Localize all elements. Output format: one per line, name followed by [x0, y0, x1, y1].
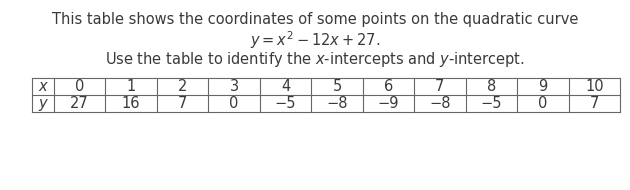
Text: −8: −8 [429, 96, 450, 111]
Text: 8: 8 [487, 79, 496, 94]
Text: Use the table to identify the $x$-intercepts and $y$-intercept.: Use the table to identify the $x$-interc… [105, 50, 525, 69]
Text: 9: 9 [538, 79, 547, 94]
Text: $y = x^2 - 12x + 27.$: $y = x^2 - 12x + 27.$ [250, 29, 380, 51]
Text: 7: 7 [178, 96, 187, 111]
Text: 7: 7 [435, 79, 445, 94]
Text: 0: 0 [229, 96, 239, 111]
Text: −5: −5 [481, 96, 502, 111]
Text: 10: 10 [585, 79, 604, 94]
Text: 27: 27 [71, 96, 89, 111]
Text: 0: 0 [75, 79, 84, 94]
Text: 0: 0 [538, 96, 547, 111]
Text: −5: −5 [275, 96, 296, 111]
Text: −8: −8 [326, 96, 348, 111]
Text: 2: 2 [178, 79, 187, 94]
Text: 4: 4 [281, 79, 290, 94]
Text: 5: 5 [333, 79, 341, 94]
Text: 16: 16 [122, 96, 140, 111]
Text: This table shows the coordinates of some points on the quadratic curve: This table shows the coordinates of some… [52, 12, 578, 27]
Text: 1: 1 [127, 79, 136, 94]
Text: 7: 7 [590, 96, 599, 111]
Text: x: x [38, 79, 47, 94]
Text: 6: 6 [384, 79, 393, 94]
Text: y: y [38, 96, 47, 111]
Text: 3: 3 [229, 79, 239, 94]
Text: −9: −9 [378, 96, 399, 111]
